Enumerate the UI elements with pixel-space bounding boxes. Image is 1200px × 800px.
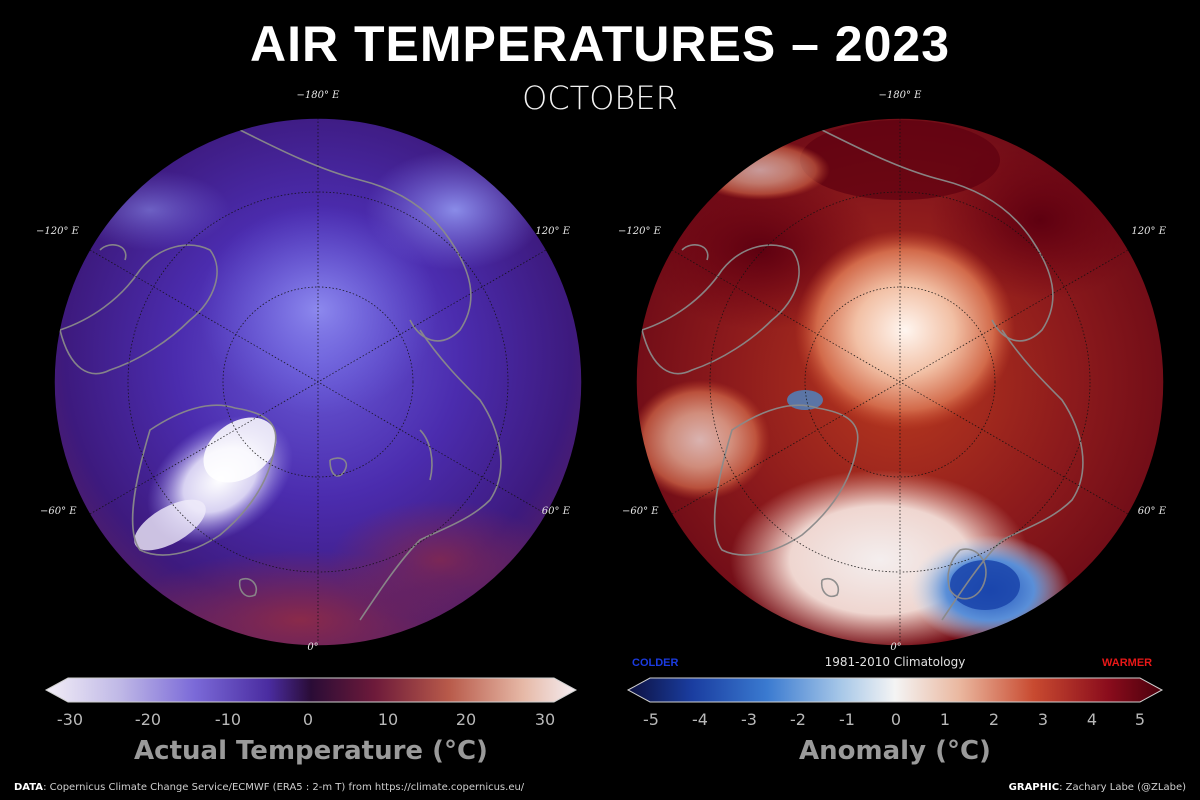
cbar-right-tick: -5 (643, 710, 659, 729)
cbar-right-tick: 1 (939, 710, 951, 729)
left-lon-upper-right-label: 120° E (535, 226, 570, 237)
cbar-left-tick: 0 (302, 710, 314, 729)
cbar-right-tick: -3 (741, 710, 757, 729)
cbar-right-tick: 3 (1037, 710, 1049, 729)
cbar-left-tick: -30 (56, 710, 84, 729)
footer-graphic-text: : Zachary Labe (@ZLabe) (1059, 782, 1186, 793)
left-lon-lower-right-label: 60° E (542, 506, 571, 517)
climatology-label: 1981-2010 Climatology (824, 655, 966, 669)
right-lon-upper-right-label: 120° E (1131, 226, 1166, 237)
cbar-right-tick: 4 (1086, 710, 1098, 729)
cbar-right-tick: 2 (988, 710, 1000, 729)
colorbar-right-title: Anomaly (°C) (799, 736, 991, 766)
cbar-right-tick: -4 (692, 710, 708, 729)
colorbar-left (44, 677, 578, 703)
footer-graphic-label: GRAPHIC (1008, 782, 1060, 793)
cbar-left-tick: -20 (134, 710, 162, 729)
left-lon-lower-left-label: −60° E (40, 506, 77, 517)
right-lon-top-label: −180° E (879, 90, 923, 101)
page-title: AIR TEMPERATURES – 2023 (249, 16, 951, 72)
left-lon-top-label: −180° E (297, 90, 341, 101)
right-map (635, 117, 1165, 647)
cbar-left-tick: 30 (534, 710, 556, 729)
right-lon-lower-left-label: −60° E (622, 506, 659, 517)
left-lon-upper-left-label: −120° E (36, 226, 80, 237)
cbar-right-tick: 5 (1134, 710, 1146, 729)
footer-data-text: : Copernicus Climate Change Service/ECMW… (43, 782, 525, 793)
left-map (53, 117, 583, 647)
cbar-left-tick: 10 (377, 710, 399, 729)
cbar-right-tick: -1 (839, 710, 855, 729)
cbar-right-tick: 0 (890, 710, 902, 729)
cbar-left-tick: -10 (214, 710, 242, 729)
cbar-right-tick: -2 (790, 710, 806, 729)
footer-data-label: DATA (14, 782, 44, 793)
footer-data-credit: DATA: Copernicus Climate Change Service/… (14, 782, 524, 793)
warmer-label: WARMER (1102, 657, 1153, 669)
right-lon-lower-right-label: 60° E (1138, 506, 1167, 517)
cbar-left-tick: 20 (455, 710, 477, 729)
colder-label: COLDER (632, 657, 679, 669)
left-lon-bottom-label: 0° (307, 642, 318, 653)
right-lon-upper-left-label: −120° E (618, 226, 662, 237)
page-subtitle: OCTOBER (522, 79, 678, 117)
footer-graphic-credit: GRAPHIC: Zachary Labe (@ZLabe) (1009, 782, 1186, 793)
colorbar-right (626, 677, 1164, 703)
right-lon-bottom-label: 0° (890, 642, 901, 653)
colorbar-left-title: Actual Temperature (°C) (134, 736, 488, 766)
